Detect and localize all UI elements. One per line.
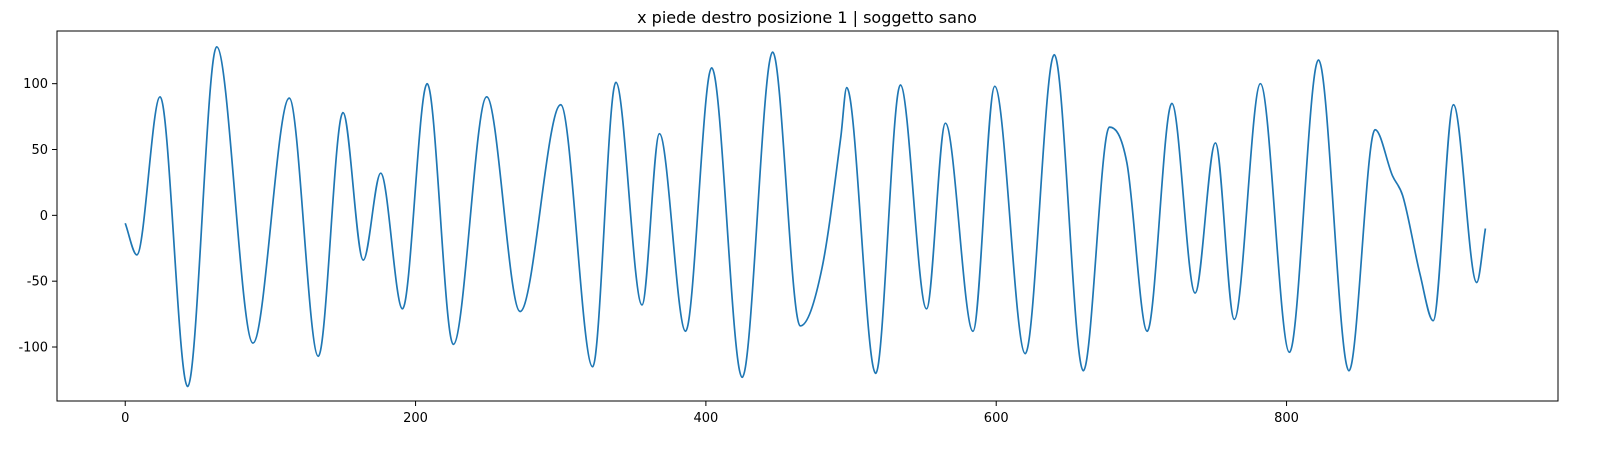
x-tick-label: 800 (1274, 411, 1299, 426)
x-tick-label: 600 (984, 411, 1009, 426)
x-tick-label: 0 (121, 411, 129, 426)
y-axis-ticks: -100 -50 0 50 100 (18, 77, 57, 356)
y-tick-label: 100 (23, 77, 48, 92)
chart-title: x piede destro posizione 1 | soggetto sa… (637, 8, 977, 27)
x-tick-label: 400 (693, 411, 718, 426)
x-axis-ticks: 0 200 400 600 800 (121, 401, 1299, 426)
y-tick-label: -50 (27, 275, 48, 290)
series-line (124, 45, 1487, 388)
x-tick-label: 200 (403, 411, 428, 426)
y-tick-label: 50 (31, 143, 48, 158)
plot-frame (56, 30, 1559, 402)
y-tick-label: 0 (40, 209, 48, 224)
series-group (124, 45, 1487, 388)
y-tick-label: -100 (18, 341, 48, 356)
